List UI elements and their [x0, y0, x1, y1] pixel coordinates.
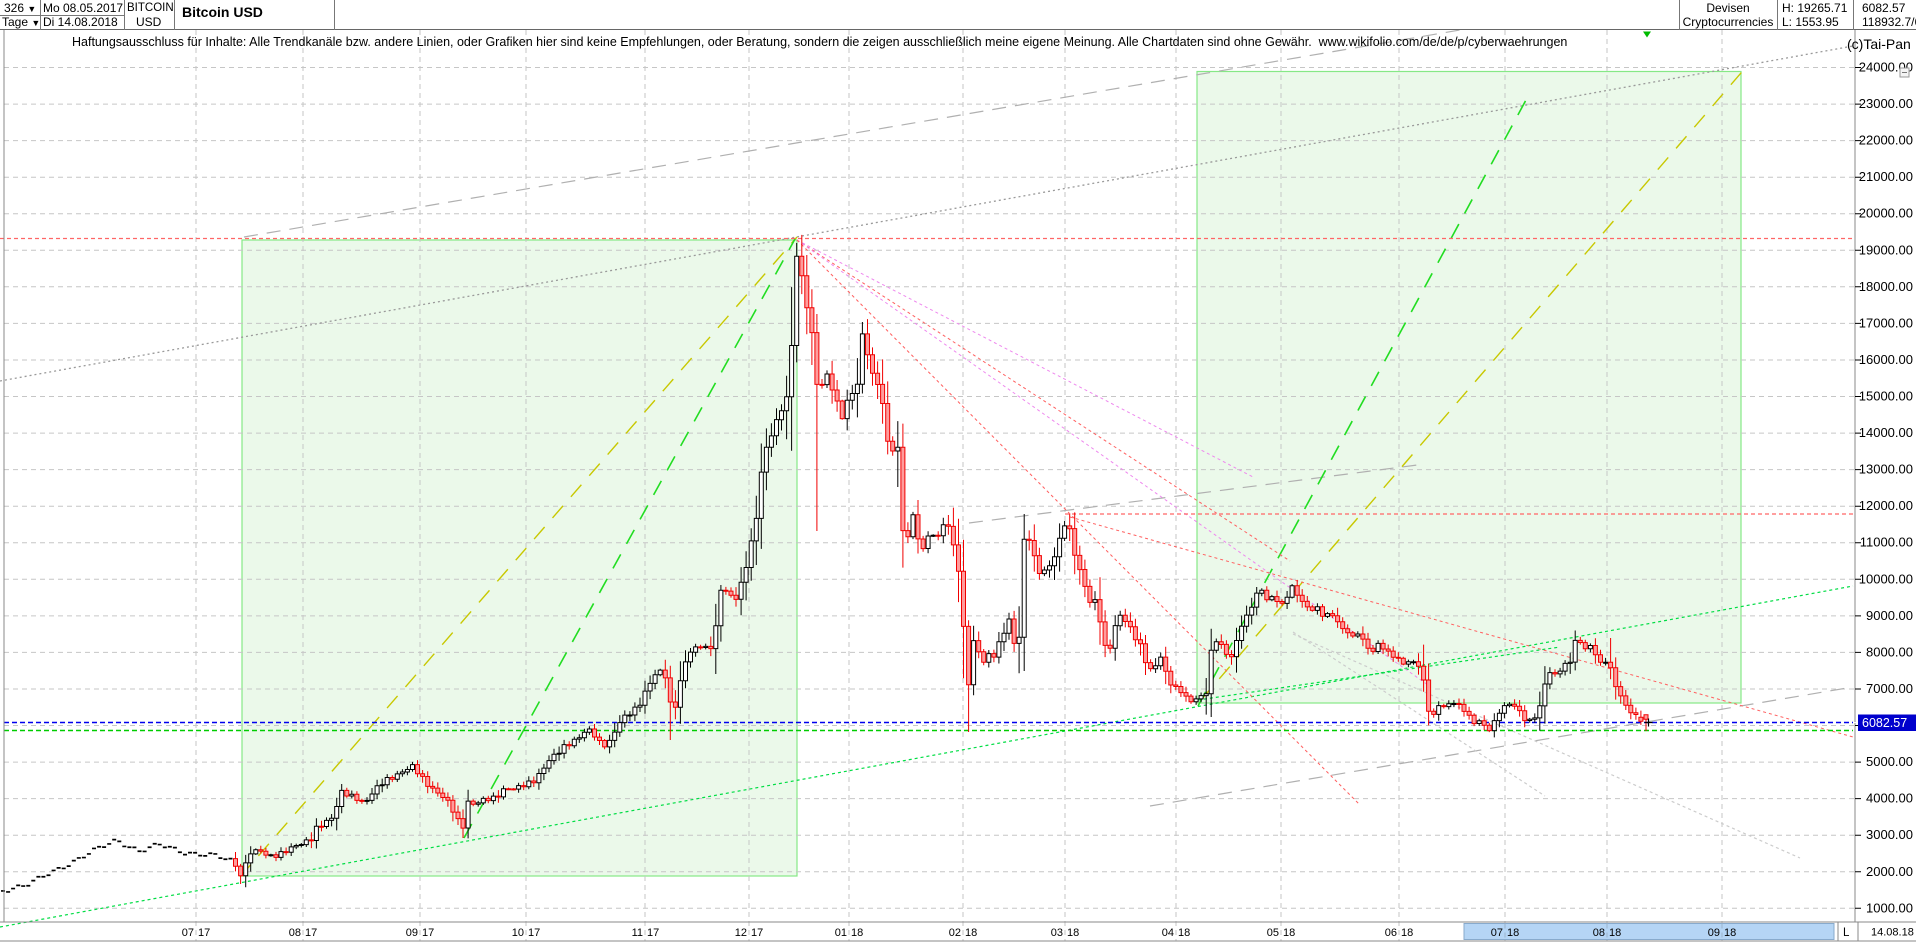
- svg-text:L: L: [1843, 927, 1850, 939]
- svg-text:03: 03: [1051, 927, 1063, 939]
- svg-text:09: 09: [406, 927, 418, 939]
- svg-text:7000.00: 7000.00: [1866, 681, 1913, 696]
- svg-text:12000.00: 12000.00: [1859, 498, 1913, 513]
- svg-text:01: 01: [835, 927, 847, 939]
- svg-text:(c)Tai-Pan: (c)Tai-Pan: [1847, 36, 1911, 52]
- svg-text:12: 12: [735, 927, 747, 939]
- svg-text:8000.00: 8000.00: [1866, 644, 1913, 659]
- svg-text:9000.00: 9000.00: [1866, 608, 1913, 623]
- svg-text:14.08.18: 14.08.18: [1871, 927, 1914, 939]
- svg-text:04: 04: [1162, 927, 1174, 939]
- svg-text:3000.00: 3000.00: [1866, 827, 1913, 842]
- svg-text:5000.00: 5000.00: [1866, 754, 1913, 769]
- svg-text:16000.00: 16000.00: [1859, 352, 1913, 367]
- svg-text:11000.00: 11000.00: [1860, 535, 1913, 550]
- svg-text:18: 18: [965, 927, 977, 939]
- svg-text:17: 17: [305, 927, 317, 939]
- svg-text:14000.00: 14000.00: [1859, 425, 1913, 440]
- svg-text:22000.00: 22000.00: [1859, 133, 1913, 148]
- svg-text:07: 07: [182, 927, 194, 939]
- svg-text:10000.00: 10000.00: [1859, 571, 1913, 586]
- svg-text:4000.00: 4000.00: [1866, 791, 1913, 806]
- svg-text:08: 08: [1593, 927, 1605, 939]
- svg-text:18: 18: [1178, 927, 1190, 939]
- svg-text:17: 17: [198, 927, 210, 939]
- svg-text:23000.00: 23000.00: [1859, 96, 1913, 111]
- svg-text:05: 05: [1267, 927, 1279, 939]
- svg-text:18: 18: [1067, 927, 1079, 939]
- svg-text:6082.57: 6082.57: [1862, 716, 1907, 730]
- svg-text:24000.00: 24000.00: [1859, 60, 1913, 75]
- svg-text:02: 02: [949, 927, 961, 939]
- svg-text:19000.00: 19000.00: [1859, 242, 1913, 257]
- svg-text:1000.00: 1000.00: [1866, 900, 1913, 915]
- svg-text:21000.00: 21000.00: [1859, 169, 1913, 184]
- svg-text:17: 17: [751, 927, 763, 939]
- svg-text:17: 17: [422, 927, 434, 939]
- svg-text:18: 18: [1507, 927, 1519, 939]
- svg-text:09: 09: [1708, 927, 1720, 939]
- svg-text:18: 18: [1283, 927, 1295, 939]
- svg-text:13000.00: 13000.00: [1859, 462, 1913, 477]
- svg-text:08: 08: [289, 927, 301, 939]
- svg-text:15000.00: 15000.00: [1859, 389, 1913, 404]
- svg-text:2000.00: 2000.00: [1866, 864, 1913, 879]
- svg-text:17000.00: 17000.00: [1859, 315, 1913, 330]
- svg-text:20000.00: 20000.00: [1859, 206, 1913, 221]
- svg-text:18: 18: [1609, 927, 1621, 939]
- svg-text:07: 07: [1491, 927, 1503, 939]
- svg-text:18: 18: [1724, 927, 1736, 939]
- svg-text:11: 11: [632, 927, 643, 939]
- svg-text:06: 06: [1385, 927, 1397, 939]
- svg-text:17: 17: [647, 927, 659, 939]
- svg-text:18: 18: [1401, 927, 1413, 939]
- svg-text:18: 18: [851, 927, 863, 939]
- svg-text:10: 10: [512, 927, 524, 939]
- svg-text:17: 17: [528, 927, 540, 939]
- svg-text:18000.00: 18000.00: [1859, 279, 1913, 294]
